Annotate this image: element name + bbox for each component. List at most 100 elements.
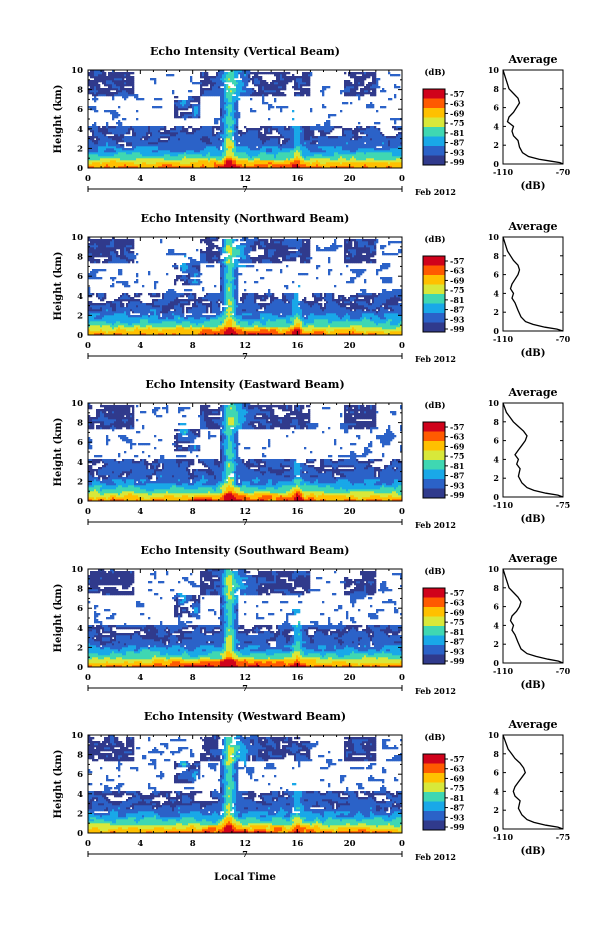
- heatmap-cell: [244, 84, 247, 87]
- heatmap-cell: [226, 118, 229, 121]
- heatmap-cell: [176, 132, 179, 135]
- heatmap-cell: [250, 156, 253, 159]
- heatmap-cell: [328, 148, 331, 151]
- heatmap-cell: [308, 152, 311, 155]
- heatmap-cell: [264, 90, 267, 93]
- heatmap-cell: [376, 136, 379, 139]
- heatmap-cell: [250, 164, 253, 167]
- heatmap-cell: [154, 126, 157, 129]
- heatmap-cell: [178, 154, 181, 157]
- heatmap-cell: [322, 140, 325, 143]
- heatmap-cell: [376, 110, 379, 113]
- heatmap-cell: [220, 122, 223, 125]
- heatmap-cell: [204, 74, 207, 77]
- heatmap-cell: [200, 138, 203, 141]
- heatmap-cell: [100, 76, 103, 79]
- heatmap-cell: [116, 114, 119, 117]
- heatmap-cell: [234, 88, 237, 91]
- heatmap-cell: [362, 160, 365, 163]
- heatmap-cell: [296, 150, 299, 153]
- heatmap-cell: [192, 162, 195, 165]
- heatmap-cell: [198, 162, 201, 165]
- heatmap-cell: [130, 166, 133, 169]
- heatmap-cell: [274, 166, 277, 169]
- heatmap-cell: [98, 88, 101, 91]
- heatmap-cell: [260, 152, 263, 155]
- heatmap-cell: [160, 128, 163, 131]
- heatmap-cell: [340, 160, 343, 163]
- heatmap-cell: [224, 114, 227, 117]
- heatmap-cell: [168, 74, 171, 77]
- heatmap-cell: [354, 128, 357, 131]
- heatmap-cell: [260, 146, 263, 149]
- heatmap-cell: [352, 152, 355, 155]
- heatmap-cell: [348, 72, 351, 75]
- heatmap-cell: [186, 156, 189, 159]
- heatmap-cell: [314, 160, 317, 163]
- heatmap-cell: [100, 297, 103, 300]
- heatmap-cell: [214, 86, 217, 89]
- heatmap-cell: [256, 134, 259, 137]
- heatmap-cell: [216, 160, 219, 163]
- heatmap-cell: [236, 118, 239, 121]
- heatmap-cell: [104, 146, 107, 149]
- heatmap-cell: [236, 82, 239, 85]
- heatmap-cell: [236, 152, 239, 155]
- heatmap-cell: [308, 140, 311, 143]
- heatmap-cell: [214, 80, 217, 83]
- heatmap-cell: [360, 130, 363, 133]
- heatmap-cell: [180, 126, 183, 129]
- heatmap-cell: [164, 150, 167, 153]
- heatmap-cell: [174, 164, 177, 167]
- heatmap-cell: [98, 150, 101, 153]
- heatmap-cell: [216, 84, 219, 87]
- heatmap-cell: [232, 128, 235, 131]
- heatmap-cell: [320, 146, 323, 149]
- heatmap-cell: [94, 74, 97, 77]
- heatmap-cell: [230, 126, 233, 129]
- heatmap-cell: [110, 128, 113, 131]
- heatmap-cell: [232, 92, 235, 95]
- heatmap-cell: [96, 331, 99, 334]
- heatmap-cell: [128, 128, 131, 131]
- heatmap-cell: [200, 162, 203, 165]
- heatmap-cell: [272, 128, 275, 131]
- heatmap-cell: [234, 76, 237, 79]
- heatmap-cell: [146, 150, 149, 153]
- heatmap-cell: [106, 76, 109, 79]
- heatmap-cell: [146, 132, 149, 135]
- heatmap-cell: [274, 138, 277, 141]
- heatmap-cell: [224, 154, 227, 157]
- heatmap-cell: [240, 156, 243, 159]
- heatmap-cell: [318, 164, 321, 167]
- heatmap-cell: [100, 269, 103, 272]
- heatmap-cell: [208, 94, 211, 97]
- heatmap-cell: [278, 84, 281, 87]
- heatmap-cell: [120, 74, 123, 77]
- heatmap-cell: [164, 154, 167, 157]
- heatmap-cell: [344, 72, 347, 75]
- heatmap-cell: [370, 128, 373, 131]
- heatmap-cell: [156, 144, 159, 147]
- heatmap-cell: [196, 134, 199, 137]
- heatmap-cell: [220, 94, 223, 97]
- heatmap-cell: [370, 132, 373, 135]
- heatmap-cell: [374, 134, 377, 137]
- heatmap-cell: [304, 158, 307, 161]
- heatmap-cell: [324, 154, 327, 157]
- heatmap-cell: [244, 80, 247, 83]
- heatmap-cell: [98, 84, 101, 87]
- heatmap-cell: [278, 142, 281, 145]
- heatmap-cell: [294, 80, 297, 83]
- heatmap-cell: [98, 134, 101, 137]
- heatmap-cell: [106, 305, 109, 308]
- heatmap-cell: [306, 154, 309, 157]
- heatmap-cell: [234, 138, 237, 141]
- heatmap-cell: [390, 164, 393, 167]
- heatmap-cell: [274, 98, 277, 101]
- heatmap-cell: [130, 80, 133, 83]
- heatmap-cell: [252, 144, 255, 147]
- heatmap-cell: [332, 128, 335, 131]
- heatmap-cell: [158, 154, 161, 157]
- heatmap-cell: [326, 162, 329, 165]
